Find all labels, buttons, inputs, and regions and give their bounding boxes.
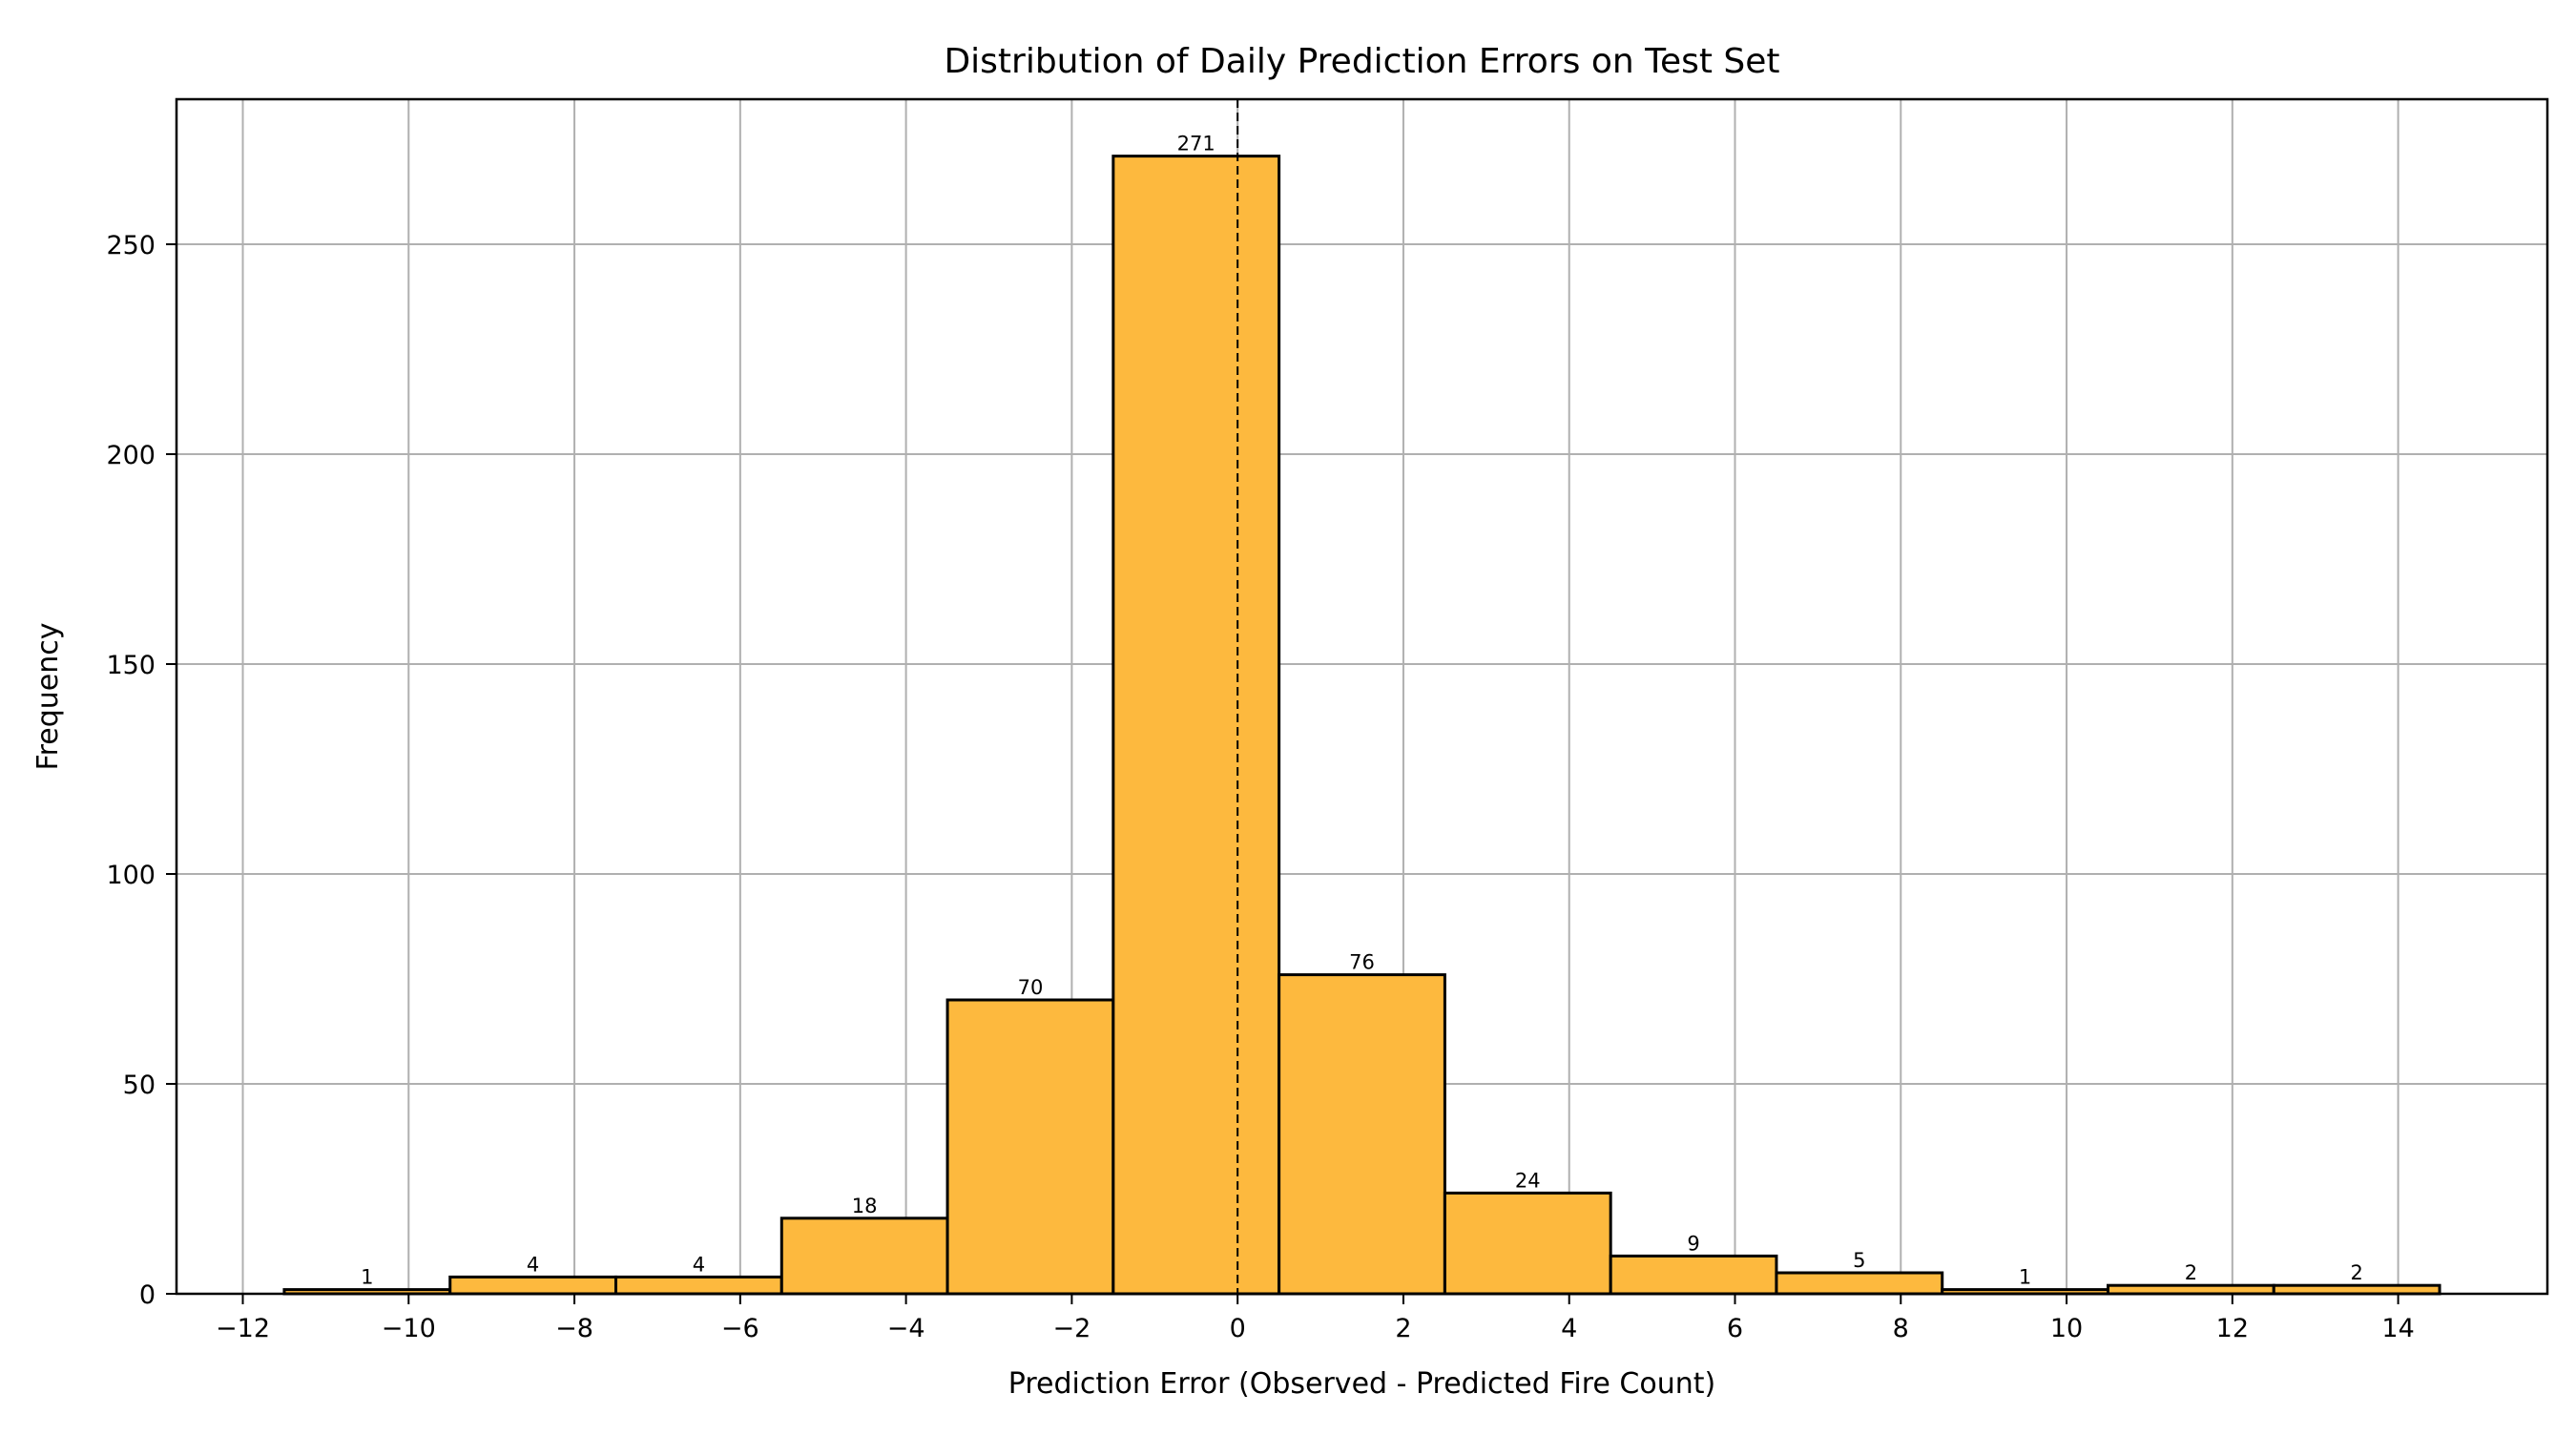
bar-value-label: 1 <box>361 1266 373 1289</box>
bar-value-label: 4 <box>527 1253 539 1276</box>
histogram-bar <box>1775 1271 1944 1296</box>
x-tick-label: −10 <box>382 1314 436 1343</box>
y-tick-label: 250 <box>106 231 156 260</box>
x-tick-label: −12 <box>216 1314 270 1343</box>
bar-value-label: 9 <box>1687 1232 1699 1255</box>
bar-value-label: 4 <box>693 1253 705 1276</box>
bar-value-label: 5 <box>1853 1249 1865 1272</box>
histogram-bar <box>2106 1283 2275 1296</box>
x-tick-label: −2 <box>1052 1314 1091 1343</box>
x-axis-label: Prediction Error (Observed - Predicted F… <box>1008 1367 1715 1401</box>
bar-value-label: 2 <box>2350 1261 2362 1284</box>
x-tick-label: 12 <box>2216 1314 2249 1343</box>
y-tick-label: 150 <box>106 651 156 680</box>
plot-frame <box>175 97 2549 1296</box>
y-tick-label: 50 <box>123 1071 156 1100</box>
histogram-bar <box>1609 1254 1778 1296</box>
histogram-bar <box>1278 973 1446 1296</box>
x-tick-label: 4 <box>1561 1314 1577 1343</box>
x-tick-label: 2 <box>1395 1314 1411 1343</box>
bar-value-label: 1 <box>2019 1266 2031 1289</box>
x-tick-label: 6 <box>1727 1314 1743 1343</box>
x-tick-label: −4 <box>887 1314 925 1343</box>
bar-value-label: 2 <box>2185 1261 2197 1284</box>
histogram-bar <box>2272 1283 2441 1296</box>
histogram-bar <box>614 1275 783 1296</box>
bar-value-label: 76 <box>1349 951 1375 974</box>
x-tick-label: −8 <box>555 1314 593 1343</box>
histogram-bars <box>282 155 2441 1296</box>
x-axis-ticks: −12 −10 −8 −6 −4 −2 0 2 4 6 8 10 12 14 <box>216 1294 2415 1343</box>
histogram-bar <box>1443 1191 1612 1296</box>
histogram-bar <box>945 998 1115 1296</box>
bar-value-label: 70 <box>1018 976 1044 999</box>
histogram-bar <box>779 1217 949 1296</box>
histogram-bar <box>448 1275 618 1296</box>
histogram-bar <box>1111 155 1281 1296</box>
x-tick-label: 10 <box>2050 1314 2083 1343</box>
x-tick-label: 0 <box>1230 1314 1246 1343</box>
x-tick-label: 8 <box>1893 1314 1909 1343</box>
bar-value-label: 18 <box>852 1195 878 1217</box>
x-tick-label: −6 <box>721 1314 759 1343</box>
chart-title: Distribution of Daily Prediction Errors … <box>944 42 1779 81</box>
y-axis-label: Frequency <box>31 623 65 771</box>
x-tick-label: 14 <box>2381 1314 2414 1343</box>
y-tick-label: 200 <box>106 441 156 470</box>
y-axis-ticks: 0 50 100 150 200 250 <box>106 231 177 1310</box>
bar-value-label: 271 <box>1177 133 1215 156</box>
bar-value-labels: 1 4 4 18 70 271 76 24 9 5 1 2 2 <box>361 133 2363 1289</box>
y-tick-label: 0 <box>139 1280 156 1310</box>
bar-value-label: 24 <box>1515 1169 1541 1192</box>
y-tick-label: 100 <box>106 861 156 890</box>
